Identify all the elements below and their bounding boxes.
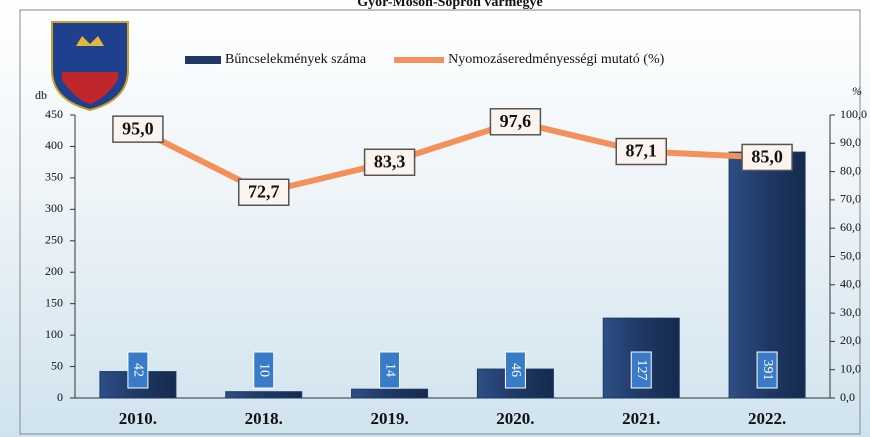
y-tick-label: 150 xyxy=(45,295,63,309)
y2-tick-label: 100,0 xyxy=(840,107,867,121)
chart: Győr-Moson-Sopron vármegye db % 0 50 100 15… xyxy=(0,0,870,437)
bar-value-label: 46 xyxy=(508,363,523,377)
y2-tick-label: 90,0 xyxy=(840,135,861,149)
x-tick-label: 2019. xyxy=(370,409,408,428)
y2-tick-label: 40,0 xyxy=(840,277,861,291)
y-tick-label: 50 xyxy=(51,358,63,372)
y2-tick-label: 20,0 xyxy=(840,333,861,347)
bar-value-label: 10 xyxy=(257,363,272,377)
y2-tick-label: 0,0 xyxy=(840,390,855,404)
x-tick-label: 2021. xyxy=(622,409,660,428)
bar-value-label: 391 xyxy=(760,360,775,381)
legend-label: Nyomozáseredményességi mutató (%) xyxy=(448,52,664,67)
y2-tick-label: 80,0 xyxy=(840,163,861,177)
bar-value-label: 127 xyxy=(634,360,649,381)
line-value-label: 97,6 xyxy=(500,111,532,131)
logo xyxy=(52,22,128,110)
line-value-label: 83,3 xyxy=(374,151,406,171)
y-tick-label: 0 xyxy=(57,390,63,404)
line-value-label: 95,0 xyxy=(122,118,154,138)
x-tick-label: 2020. xyxy=(496,409,534,428)
bar-value-label: 14 xyxy=(382,363,397,377)
legend-swatch xyxy=(185,56,221,64)
line-value-label: 72,7 xyxy=(248,181,280,201)
y-tick-label: 100 xyxy=(45,327,63,341)
y-tick-label: 400 xyxy=(45,138,63,152)
y2-tick-label: 30,0 xyxy=(840,305,861,319)
y2-tick-label: 70,0 xyxy=(840,192,861,206)
y2-tick-label: 10,0 xyxy=(840,361,861,375)
x-tick-label: 2010. xyxy=(119,409,157,428)
chart-title: Győr-Moson-Sopron vármegye xyxy=(357,0,542,10)
y-tick-label: 250 xyxy=(45,233,63,247)
y-tick-label: 350 xyxy=(45,170,63,184)
x-tick-label: 2018. xyxy=(245,409,283,428)
y-tick-label: 300 xyxy=(45,201,63,215)
x-tick-label: 2022. xyxy=(748,409,786,428)
y2-tick-label: 50,0 xyxy=(840,248,861,262)
y-tick-label: 450 xyxy=(45,107,63,121)
y2-tick-label: 60,0 xyxy=(840,220,861,234)
y-axis-label: db xyxy=(35,88,47,102)
bar xyxy=(226,392,302,398)
bar xyxy=(352,389,428,398)
line-value-label: 87,1 xyxy=(626,141,658,161)
y2-axis-label: % xyxy=(852,84,862,98)
bar-value-label: 42 xyxy=(131,363,146,377)
legend-label: Bűncselekmények száma xyxy=(225,52,367,67)
line-value-label: 85,0 xyxy=(751,147,783,167)
y-tick-label: 200 xyxy=(45,264,63,278)
